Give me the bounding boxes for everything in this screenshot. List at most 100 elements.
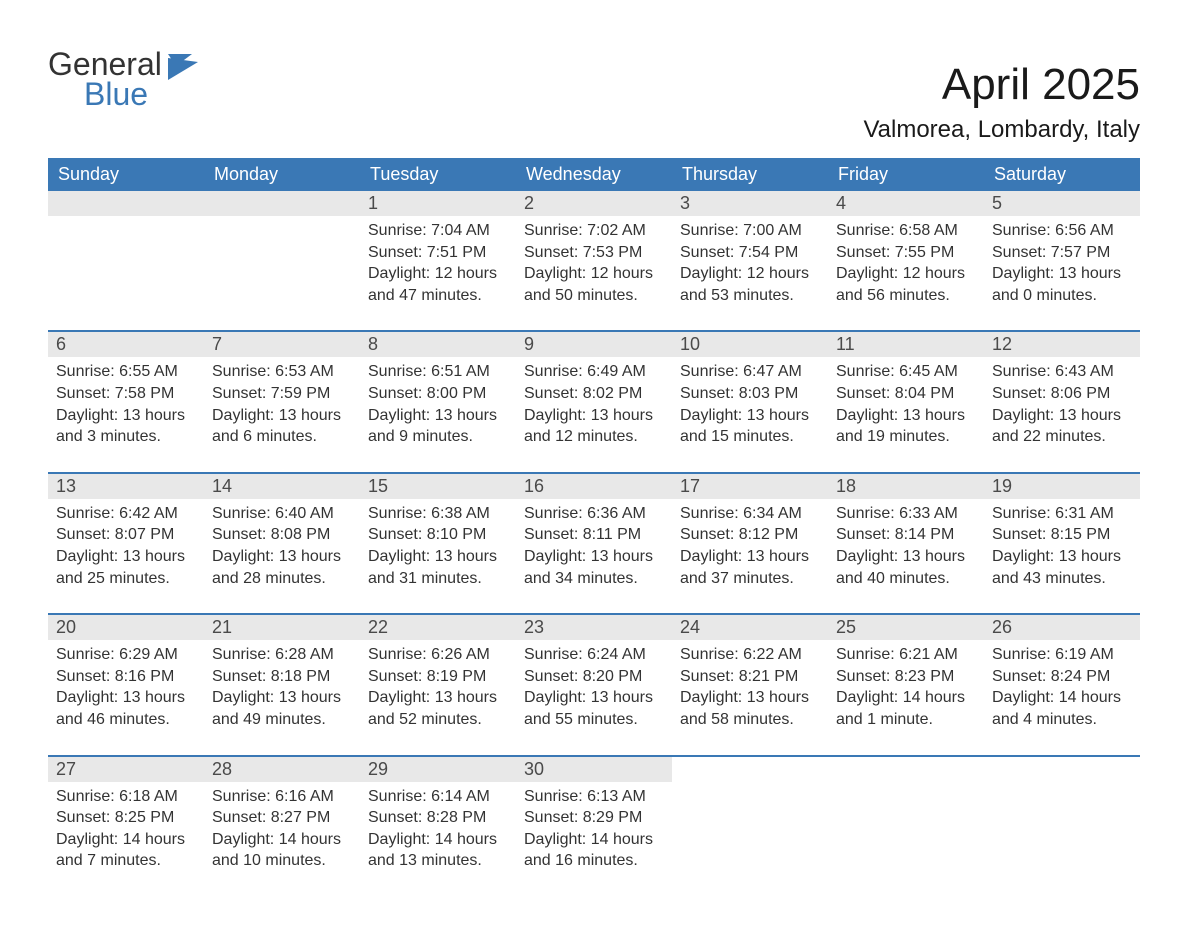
flag-icon: [168, 54, 202, 84]
header-row: General Blue April 2025: [48, 48, 1140, 110]
calendar-day-cell: 26Sunrise: 6:19 AMSunset: 8:24 PMDayligh…: [984, 614, 1140, 755]
calendar-day-cell: 16Sunrise: 6:36 AMSunset: 8:11 PMDayligh…: [516, 473, 672, 614]
day-number: 13: [48, 474, 204, 499]
day-body: Sunrise: 6:18 AMSunset: 8:25 PMDaylight:…: [48, 782, 204, 872]
calendar-day-cell: 6Sunrise: 6:55 AMSunset: 7:58 PMDaylight…: [48, 331, 204, 472]
location-subtitle: Valmorea, Lombardy, Italy: [48, 116, 1140, 144]
calendar-day-cell: 24Sunrise: 6:22 AMSunset: 8:21 PMDayligh…: [672, 614, 828, 755]
sunrise-line: Sunrise: 6:53 AM: [212, 361, 352, 383]
calendar-week-row: 27Sunrise: 6:18 AMSunset: 8:25 PMDayligh…: [48, 756, 1140, 896]
calendar-day-cell: 13Sunrise: 6:42 AMSunset: 8:07 PMDayligh…: [48, 473, 204, 614]
calendar-day-cell: 9Sunrise: 6:49 AMSunset: 8:02 PMDaylight…: [516, 331, 672, 472]
sunset-line: Sunset: 7:58 PM: [56, 383, 196, 405]
calendar-header-row: SundayMondayTuesdayWednesdayThursdayFrid…: [48, 158, 1140, 191]
weekday-header: Friday: [828, 158, 984, 191]
day-body: Sunrise: 7:02 AMSunset: 7:53 PMDaylight:…: [516, 216, 672, 306]
calendar-day-cell: 22Sunrise: 6:26 AMSunset: 8:19 PMDayligh…: [360, 614, 516, 755]
sunset-line: Sunset: 7:55 PM: [836, 242, 976, 264]
day-number: 30: [516, 757, 672, 782]
calendar-day-cell: 8Sunrise: 6:51 AMSunset: 8:00 PMDaylight…: [360, 331, 516, 472]
calendar-day-cell: 10Sunrise: 6:47 AMSunset: 8:03 PMDayligh…: [672, 331, 828, 472]
calendar-empty-cell: [984, 756, 1140, 896]
day-number: 3: [672, 191, 828, 216]
day-number-bar-empty: [204, 191, 360, 216]
day-body: Sunrise: 6:58 AMSunset: 7:55 PMDaylight:…: [828, 216, 984, 306]
day-number: 2: [516, 191, 672, 216]
sunset-line: Sunset: 8:11 PM: [524, 524, 664, 546]
daylight-line: Daylight: 13 hours and 9 minutes.: [368, 405, 508, 448]
day-number: 10: [672, 332, 828, 357]
calendar-week-row: 6Sunrise: 6:55 AMSunset: 7:58 PMDaylight…: [48, 331, 1140, 472]
sunrise-line: Sunrise: 6:26 AM: [368, 644, 508, 666]
daylight-line: Daylight: 13 hours and 49 minutes.: [212, 687, 352, 730]
sunrise-line: Sunrise: 6:56 AM: [992, 220, 1132, 242]
day-body: Sunrise: 6:16 AMSunset: 8:27 PMDaylight:…: [204, 782, 360, 872]
daylight-line: Daylight: 13 hours and 12 minutes.: [524, 405, 664, 448]
day-number: 12: [984, 332, 1140, 357]
calendar-page: General Blue April 2025 Valmorea, Lombar…: [0, 0, 1188, 936]
sunrise-line: Sunrise: 6:24 AM: [524, 644, 664, 666]
day-number: 28: [204, 757, 360, 782]
day-body: Sunrise: 6:33 AMSunset: 8:14 PMDaylight:…: [828, 499, 984, 589]
day-number: 8: [360, 332, 516, 357]
sunset-line: Sunset: 8:12 PM: [680, 524, 820, 546]
calendar-day-cell: 15Sunrise: 6:38 AMSunset: 8:10 PMDayligh…: [360, 473, 516, 614]
day-number: 11: [828, 332, 984, 357]
calendar-day-cell: 27Sunrise: 6:18 AMSunset: 8:25 PMDayligh…: [48, 756, 204, 896]
day-number: 4: [828, 191, 984, 216]
day-body: Sunrise: 6:26 AMSunset: 8:19 PMDaylight:…: [360, 640, 516, 730]
day-number: 14: [204, 474, 360, 499]
day-number: 29: [360, 757, 516, 782]
day-body: Sunrise: 6:21 AMSunset: 8:23 PMDaylight:…: [828, 640, 984, 730]
sunrise-line: Sunrise: 6:43 AM: [992, 361, 1132, 383]
day-number: 19: [984, 474, 1140, 499]
day-number: 20: [48, 615, 204, 640]
day-number: 1: [360, 191, 516, 216]
daylight-line: Daylight: 13 hours and 55 minutes.: [524, 687, 664, 730]
calendar-day-cell: 18Sunrise: 6:33 AMSunset: 8:14 PMDayligh…: [828, 473, 984, 614]
sunset-line: Sunset: 7:54 PM: [680, 242, 820, 264]
weekday-header: Tuesday: [360, 158, 516, 191]
day-body: Sunrise: 6:43 AMSunset: 8:06 PMDaylight:…: [984, 357, 1140, 447]
day-body: Sunrise: 6:31 AMSunset: 8:15 PMDaylight:…: [984, 499, 1140, 589]
calendar-table: SundayMondayTuesdayWednesdayThursdayFrid…: [48, 158, 1140, 896]
day-number: 21: [204, 615, 360, 640]
day-body: Sunrise: 6:42 AMSunset: 8:07 PMDaylight:…: [48, 499, 204, 589]
sunrise-line: Sunrise: 6:19 AM: [992, 644, 1132, 666]
day-body: Sunrise: 6:36 AMSunset: 8:11 PMDaylight:…: [516, 499, 672, 589]
daylight-line: Daylight: 13 hours and 34 minutes.: [524, 546, 664, 589]
day-body: Sunrise: 7:00 AMSunset: 7:54 PMDaylight:…: [672, 216, 828, 306]
calendar-empty-cell: [828, 756, 984, 896]
sunset-line: Sunset: 8:08 PM: [212, 524, 352, 546]
sunrise-line: Sunrise: 6:16 AM: [212, 786, 352, 808]
daylight-line: Daylight: 13 hours and 52 minutes.: [368, 687, 508, 730]
day-body: Sunrise: 6:24 AMSunset: 8:20 PMDaylight:…: [516, 640, 672, 730]
sunset-line: Sunset: 8:14 PM: [836, 524, 976, 546]
day-number: 18: [828, 474, 984, 499]
day-number: 23: [516, 615, 672, 640]
day-number: 24: [672, 615, 828, 640]
sunset-line: Sunset: 8:02 PM: [524, 383, 664, 405]
day-body: Sunrise: 6:28 AMSunset: 8:18 PMDaylight:…: [204, 640, 360, 730]
daylight-line: Daylight: 13 hours and 0 minutes.: [992, 263, 1132, 306]
sunset-line: Sunset: 7:57 PM: [992, 242, 1132, 264]
daylight-line: Daylight: 13 hours and 58 minutes.: [680, 687, 820, 730]
daylight-line: Daylight: 13 hours and 31 minutes.: [368, 546, 508, 589]
daylight-line: Daylight: 14 hours and 13 minutes.: [368, 829, 508, 872]
calendar-day-cell: 3Sunrise: 7:00 AMSunset: 7:54 PMDaylight…: [672, 191, 828, 331]
day-body: Sunrise: 6:14 AMSunset: 8:28 PMDaylight:…: [360, 782, 516, 872]
sunrise-line: Sunrise: 6:18 AM: [56, 786, 196, 808]
day-number: 26: [984, 615, 1140, 640]
weekday-header: Monday: [204, 158, 360, 191]
day-number-bar-empty: [48, 191, 204, 216]
calendar-day-cell: 1Sunrise: 7:04 AMSunset: 7:51 PMDaylight…: [360, 191, 516, 331]
sunset-line: Sunset: 8:23 PM: [836, 666, 976, 688]
calendar-day-cell: 29Sunrise: 6:14 AMSunset: 8:28 PMDayligh…: [360, 756, 516, 896]
calendar-week-row: 13Sunrise: 6:42 AMSunset: 8:07 PMDayligh…: [48, 473, 1140, 614]
sunrise-line: Sunrise: 7:02 AM: [524, 220, 664, 242]
calendar-day-cell: 2Sunrise: 7:02 AMSunset: 7:53 PMDaylight…: [516, 191, 672, 331]
day-body: Sunrise: 6:45 AMSunset: 8:04 PMDaylight:…: [828, 357, 984, 447]
day-body: Sunrise: 6:13 AMSunset: 8:29 PMDaylight:…: [516, 782, 672, 872]
calendar-day-cell: 21Sunrise: 6:28 AMSunset: 8:18 PMDayligh…: [204, 614, 360, 755]
calendar-day-cell: 11Sunrise: 6:45 AMSunset: 8:04 PMDayligh…: [828, 331, 984, 472]
